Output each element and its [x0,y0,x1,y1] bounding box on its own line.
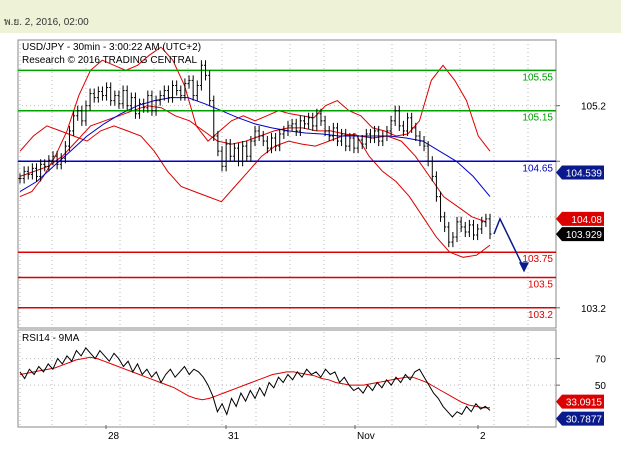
level-label: 105.15 [522,113,553,124]
x-tick-label: 31 [228,431,240,442]
rsi-tag-bg [556,411,604,426]
rsi-y-tick-label: 70 [595,355,607,366]
price-tags-layer: 104.539 104.08 103.929 33.0915 30.7877 [556,165,604,426]
bollinger-band-line [19,125,491,258]
levels-layer: 105.55 105.15 104.65 103.75 103.5 103.2 [18,69,556,321]
level-label: 103.2 [528,310,553,321]
x-tick-label: 28 [108,431,120,442]
forecast-arrow-line [493,216,525,269]
price-tag: 103.929 [566,230,603,241]
forecast-arrow-head [519,262,529,273]
moving-average-line [19,97,491,197]
rsi-tag-bg [556,394,604,409]
price-tag-bg [556,165,604,180]
y-tick-label: 105.2 [581,102,606,113]
rsi-y-tick-label: 50 [595,381,607,392]
rsi-title: RSI14 - 9MA [22,333,80,344]
top-bar: พ.ย. 2, 2016, 02:00 [0,0,621,33]
price-tag: 104.539 [566,168,603,179]
rsi-tag: 33.0915 [566,398,603,409]
level-label: 103.75 [522,254,553,265]
main-panel-frame [17,39,557,329]
price-series-layer [18,60,492,248]
x-tick-label: Nov [357,431,375,442]
rsi-panel-frame [17,329,557,428]
rsi-line [19,347,491,418]
price-tag-bg [556,211,604,226]
y-tick-label: 103.2 [581,304,606,315]
bollinger-band-line [19,105,487,223]
header-datetime: พ.ย. 2, 2016, 02:00 [4,17,89,28]
rsi-tag: 30.7877 [566,415,603,426]
price-tag-bg [556,227,604,242]
level-label: 104.65 [522,163,553,174]
price-tag: 104.08 [571,215,602,226]
rsi-series-layer [19,347,491,418]
axis-labels-layer: 105.2 103.2 70 50 28 31 Nov 2 [105,102,607,442]
chart-subtitle: Research © 2016 TRADING CENTRAL [22,55,197,66]
chart-title: USD/JPY - 30min - 3:00:22 AM (UTC+2) [22,42,201,53]
level-label: 103.5 [528,279,553,290]
x-tick-label: 2 [480,431,486,442]
level-label: 105.55 [522,72,553,83]
